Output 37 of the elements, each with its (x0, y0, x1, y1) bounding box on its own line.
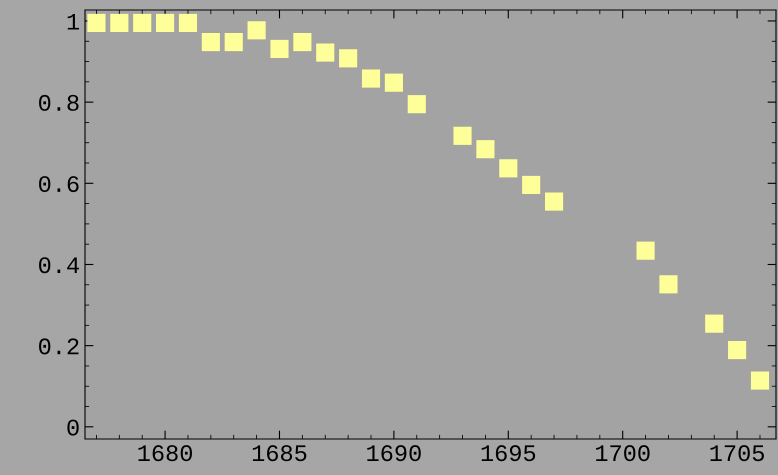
point (384, 74, 403, 92)
y-tick-label: 0.8 (39, 94, 79, 111)
point (316, 44, 334, 62)
point (636, 242, 655, 260)
point (476, 140, 494, 158)
point (248, 21, 266, 40)
y-tick-label: 1 (68, 14, 79, 30)
x-tick-label: 1700 (596, 445, 650, 462)
point (499, 159, 518, 178)
point (178, 14, 198, 32)
point (202, 33, 220, 52)
point (408, 95, 426, 114)
point (156, 14, 174, 32)
point (339, 49, 358, 68)
point (728, 341, 746, 360)
point (110, 14, 128, 32)
point (293, 33, 312, 52)
point (270, 40, 289, 58)
point (133, 14, 152, 32)
y-tick-label: 0.2 (39, 338, 78, 354)
x-tick-label: 1705 (710, 445, 764, 462)
point (659, 275, 678, 294)
point (705, 314, 724, 333)
x-tick-label: 1680 (138, 445, 192, 462)
point (362, 70, 380, 88)
x-tick-label: 1695 (482, 445, 536, 462)
y-tick-label: 0 (67, 420, 79, 436)
point (224, 33, 243, 52)
point (453, 126, 472, 145)
y-tick-label: 0.4 (39, 257, 79, 274)
point (545, 192, 564, 211)
point (750, 372, 770, 390)
y-tick-label: 0.6 (39, 176, 79, 192)
point (87, 14, 106, 32)
x-tick-label: 1685 (252, 445, 306, 462)
point (522, 176, 540, 194)
x-tick-label: 1690 (367, 445, 421, 462)
